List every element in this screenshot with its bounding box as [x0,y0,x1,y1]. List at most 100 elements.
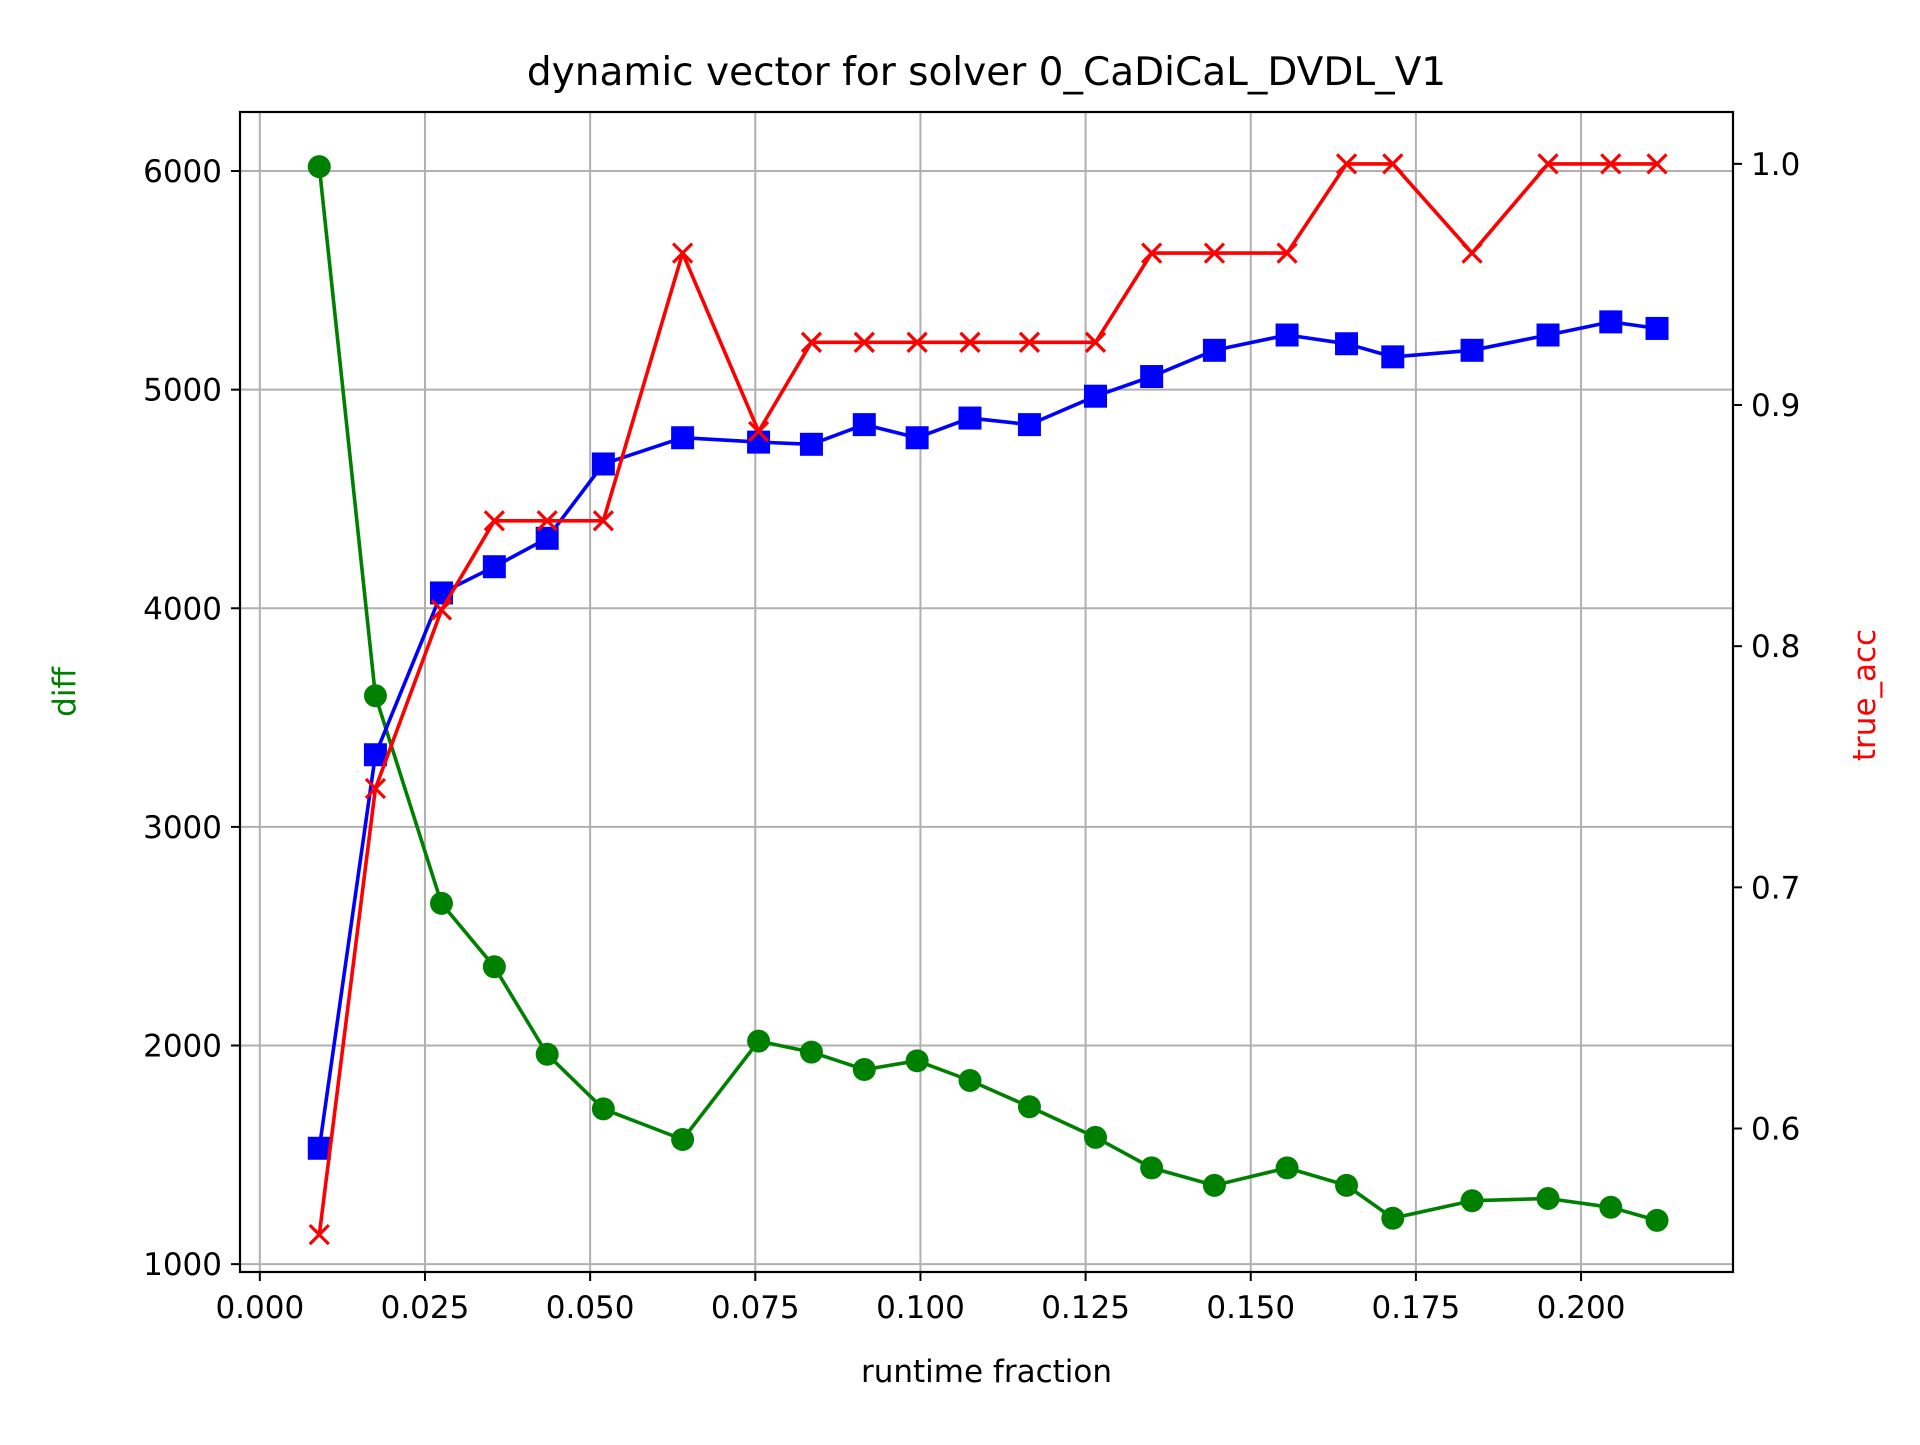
y-right-tick-label: 0.9 [1751,388,1800,424]
data-point [1202,338,1226,362]
data-point [1536,323,1560,347]
y-right-tick-label: 0.7 [1751,870,1800,906]
data-point [1084,384,1108,408]
data-point [852,413,876,437]
data-point [1537,153,1559,175]
data-point [905,426,929,450]
x-tick-label: 0.075 [711,1290,800,1326]
data-point [1381,1206,1405,1230]
x-tick-label: 0.000 [215,1290,304,1326]
data-point [1645,316,1669,340]
true_acc-series [308,153,1668,1246]
data-point [308,1223,330,1246]
x-tick-label: 0.100 [876,1290,965,1326]
y-left-tick-label: 3000 [143,810,222,846]
data-point [1600,153,1622,175]
data-point [1276,242,1298,264]
y-left-tick-label: 2000 [143,1029,222,1065]
data-point [799,432,823,456]
y-left-axis-label: diff [47,667,83,717]
series-layer [307,153,1669,1246]
data-point [671,242,694,264]
data-point [1202,1173,1226,1197]
x-tick-label: 0.125 [1041,1290,1130,1326]
data-point [1645,1208,1669,1232]
y-left-tick-label: 1000 [143,1247,222,1283]
data-point [1646,153,1668,175]
data-point [1084,1125,1108,1149]
data-point [429,891,453,915]
grid [240,112,1733,1272]
x-tick-label: 0.025 [381,1290,470,1326]
y-right-tick-label: 1.0 [1751,147,1800,183]
data-point [482,555,506,579]
data-point [363,684,387,708]
data-point [1335,1173,1359,1197]
y-right-tick-label: 0.8 [1751,629,1800,665]
data-point [536,510,558,532]
data-point [799,1040,823,1064]
data-point [852,1058,876,1082]
data-point [1536,1187,1560,1211]
data-point [1017,413,1041,437]
data-point [747,420,770,443]
data-point [535,1042,559,1066]
data-point [1275,323,1299,347]
data-point [958,1068,982,1092]
data-point [1382,153,1404,175]
data-point [363,743,387,767]
y-right-axis-label: true_acc [1847,629,1883,761]
data-point [364,777,387,800]
y-left-tick-label: 5000 [143,373,222,409]
data-point [959,331,981,353]
data-point [671,1128,695,1152]
data-point [958,406,982,430]
data-point [1599,1195,1623,1219]
data-point [1599,310,1623,334]
x-tick-label: 0.200 [1537,1290,1626,1326]
data-point [483,510,505,532]
data-point [1335,332,1359,356]
data-point [905,1049,929,1073]
data-point [1018,331,1041,353]
data-point [1140,365,1164,389]
data-point [800,331,823,353]
data-point [307,1136,331,1160]
y-right-tick-label: 0.6 [1751,1112,1800,1148]
data-point [591,1097,615,1121]
x-tick-label: 0.175 [1372,1290,1461,1326]
chart-title: dynamic vector for solver 0_CaDiCaL_DVDL… [527,50,1446,95]
data-point [853,331,875,353]
data-point [1461,242,1483,264]
data-point [747,1029,771,1053]
x-axis-label: runtime fraction [861,1354,1112,1390]
data-point [1140,1156,1164,1180]
plot-frame [238,110,1735,1274]
data-point [1460,338,1484,362]
data-point [1084,331,1107,353]
data-point [482,955,506,979]
data-point [906,331,928,353]
x-tick-label: 0.050 [546,1290,635,1326]
y-left-tick-label: 4000 [143,591,222,627]
data-point [1017,1095,1041,1119]
data-point [1203,242,1226,264]
data-point [535,526,559,550]
data-point [430,599,453,621]
y-left-tick-label: 6000 [143,154,222,190]
data-point [592,510,614,532]
data-point [591,452,615,476]
data-point [1381,345,1405,369]
data-point [307,155,331,179]
data-point [1460,1189,1484,1213]
diff-series [307,155,1669,1232]
x-tick-label: 0.150 [1206,1290,1295,1326]
data-point [747,430,771,454]
data-point [1141,242,1163,264]
data-point [1275,1156,1299,1180]
data-point [1335,153,1358,175]
data-point [671,426,695,450]
ticks: 0.000 0.025 0.050 0.075 0.100 0.125 0.150 0.175… [143,147,1800,1326]
